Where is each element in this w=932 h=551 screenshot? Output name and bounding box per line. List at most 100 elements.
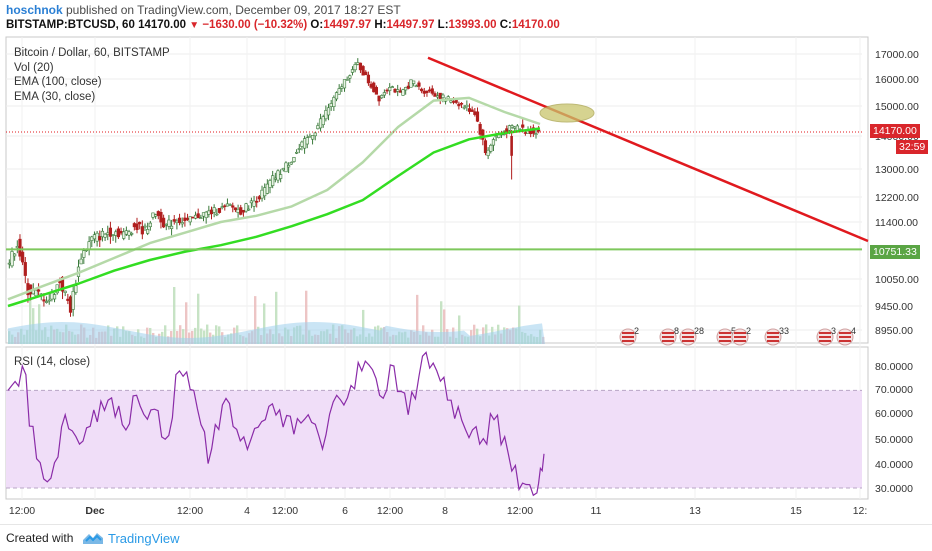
candle-body bbox=[148, 222, 152, 228]
candle-body bbox=[513, 126, 517, 129]
candle-body bbox=[260, 189, 264, 199]
candle-body bbox=[420, 88, 424, 92]
support-price-tag: 10751.33 bbox=[870, 245, 920, 259]
candle-body bbox=[332, 97, 336, 107]
volume-bar bbox=[218, 326, 221, 344]
high-label: H: bbox=[374, 19, 387, 31]
event-count: 33 bbox=[779, 326, 789, 336]
candle-body bbox=[380, 95, 384, 99]
candle-body bbox=[462, 106, 466, 109]
candle-body bbox=[21, 251, 25, 263]
candle-body bbox=[438, 92, 442, 100]
candle-body bbox=[98, 236, 102, 241]
economic-event-flag-icon: 3 bbox=[816, 326, 836, 346]
candle-body bbox=[82, 250, 86, 258]
candle-body bbox=[337, 88, 341, 95]
candle-body bbox=[66, 298, 70, 301]
candle-body bbox=[10, 251, 14, 267]
candle-body bbox=[146, 229, 150, 234]
candle-body bbox=[406, 85, 410, 89]
chart-svg[interactable]: 17000.0016000.0015000.0014000.0013000.00… bbox=[0, 36, 932, 524]
candle-body bbox=[358, 62, 363, 71]
candle-body bbox=[23, 262, 27, 276]
candle-body bbox=[521, 124, 525, 128]
candle-body bbox=[489, 144, 493, 152]
time-axis-label: 12:00 bbox=[272, 505, 298, 517]
candle-body bbox=[244, 203, 248, 212]
chart-area[interactable]: 17000.0016000.0015000.0014000.0013000.00… bbox=[0, 36, 932, 524]
author-link[interactable]: hoschnok bbox=[6, 3, 63, 17]
candle-body bbox=[223, 205, 227, 208]
candle-body bbox=[430, 88, 434, 94]
tradingview-link[interactable]: TradingView bbox=[108, 531, 180, 546]
ema100-line bbox=[7, 127, 541, 308]
event-markers: 2 8 28 5 2 33 3 4 bbox=[619, 326, 856, 346]
candle-body bbox=[321, 116, 325, 126]
candle-body bbox=[124, 230, 128, 235]
rsi-indicator bbox=[6, 351, 862, 497]
candle-body bbox=[473, 111, 477, 115]
candle-body bbox=[398, 90, 402, 93]
candle-body bbox=[353, 64, 357, 71]
created-with-text: Created with bbox=[6, 531, 74, 545]
rsi-axis-label: 30.0000 bbox=[875, 483, 913, 495]
candle-body bbox=[284, 162, 288, 173]
candle-body bbox=[217, 207, 222, 213]
candle-body bbox=[257, 196, 261, 200]
symbol-label: BITSTAMP:BTCUSD, 60 bbox=[6, 19, 135, 31]
candle-body bbox=[388, 87, 392, 91]
open-value: 14497.97 bbox=[323, 19, 372, 31]
candle-body bbox=[281, 167, 285, 171]
highlight-ellipse bbox=[539, 103, 595, 123]
economic-event-flag-icon: 2 bbox=[731, 326, 751, 346]
last-price: 14170.00 bbox=[138, 19, 187, 31]
candle-body bbox=[396, 89, 400, 92]
candlesticks bbox=[7, 58, 541, 317]
ohlc-line: BITSTAMP:BTCUSD, 60 14170.00 ▼ −1630.00 … bbox=[6, 19, 560, 31]
candle-body bbox=[334, 92, 339, 100]
published-text: published on TradingView.com, December 0… bbox=[62, 3, 401, 17]
volume-bar bbox=[164, 325, 167, 344]
candle-body bbox=[207, 210, 211, 215]
candle-body bbox=[350, 69, 355, 73]
candle-body bbox=[374, 87, 379, 95]
countdown-tag: 32:59 bbox=[896, 140, 929, 154]
candle-body bbox=[390, 86, 394, 88]
candle-body bbox=[369, 83, 373, 88]
candle-body bbox=[42, 299, 46, 302]
candle-body bbox=[435, 95, 440, 98]
open-label: O: bbox=[310, 19, 324, 31]
price-axis-label: 9450.00 bbox=[875, 301, 913, 313]
price-axis-label: 17000.00 bbox=[875, 49, 919, 61]
volume-bar bbox=[305, 290, 308, 344]
time-axis-label: 8 bbox=[442, 505, 448, 517]
volume-bar bbox=[440, 301, 443, 344]
candle-body bbox=[302, 138, 307, 149]
candle-body bbox=[52, 294, 57, 300]
price-pane[interactable] bbox=[5, 36, 869, 344]
event-count: 5 bbox=[731, 326, 736, 336]
candle-body bbox=[451, 101, 456, 103]
last-price-tag: 14170.00 bbox=[870, 124, 920, 138]
candle-body bbox=[92, 234, 97, 240]
volume-bar bbox=[176, 331, 179, 344]
candle-body bbox=[201, 212, 206, 217]
candle-body bbox=[308, 135, 312, 138]
price-axis-label: 8950.00 bbox=[875, 325, 913, 337]
rsi-axis-label: 40.0000 bbox=[875, 459, 913, 471]
time-axis-label: 4 bbox=[244, 505, 250, 517]
candle-body bbox=[183, 217, 187, 221]
candle-body bbox=[279, 174, 283, 179]
candle-body bbox=[156, 211, 160, 216]
candle-body bbox=[36, 289, 41, 292]
candle-body bbox=[481, 129, 485, 140]
candle-body bbox=[162, 217, 166, 228]
volume-bar bbox=[416, 294, 419, 344]
candle-body bbox=[193, 214, 198, 219]
candle-body bbox=[177, 217, 182, 223]
candle-body bbox=[255, 200, 259, 203]
price-axis-label: 16000.00 bbox=[875, 74, 919, 86]
candle-body bbox=[372, 82, 376, 93]
rsi-axis-label: 50.0000 bbox=[875, 434, 913, 446]
candle-body bbox=[143, 225, 147, 228]
